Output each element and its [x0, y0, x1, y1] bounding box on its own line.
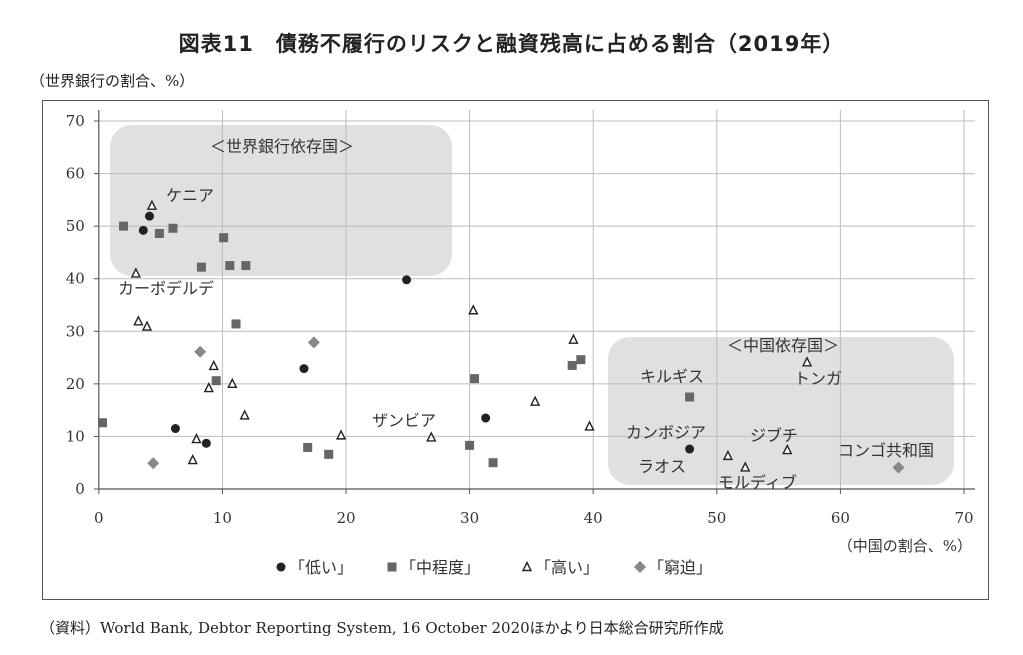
- annotation-congo: コンゴ共和国: [838, 441, 934, 460]
- data-point-square: [119, 221, 129, 231]
- data-point-circle: [144, 211, 154, 221]
- data-point-square: [211, 376, 221, 386]
- y-tick-label: 30: [66, 322, 85, 340]
- legend-marker-diamond: [634, 561, 646, 573]
- data-point-square: [576, 355, 586, 365]
- world-bank-region: [110, 125, 452, 276]
- x-tick-label: 30: [460, 509, 479, 527]
- data-point-triangle: [801, 356, 813, 367]
- data-point-triangle: [203, 381, 214, 393]
- y-tick-label: 10: [66, 427, 85, 445]
- legend-marker-triangle: [521, 560, 533, 572]
- china-region: [608, 337, 954, 485]
- data-point-square: [219, 233, 229, 243]
- chart-frame: [42, 100, 989, 600]
- data-point-square: [465, 440, 475, 450]
- data-point-triangle: [133, 315, 144, 326]
- annotation-cabo-verde: カーボデルデ: [118, 279, 214, 298]
- data-point-square: [470, 374, 480, 384]
- data-point-square: [488, 458, 498, 468]
- annotation-world-bank-group: ＜世界銀行依存国＞: [210, 137, 354, 156]
- data-point-square: [98, 418, 108, 428]
- annotation-cambodia: カンボジア: [626, 423, 706, 442]
- data-point-square: [241, 261, 251, 271]
- data-point-triangle: [227, 377, 238, 389]
- data-point-triangle: [239, 409, 250, 420]
- data-point-triangle: [141, 320, 153, 331]
- annotation-zambia: ザンビア: [372, 411, 436, 430]
- data-point-square: [303, 442, 313, 452]
- legend-label: 「中程度」: [400, 558, 480, 577]
- legend-label: 「高い」: [535, 558, 599, 577]
- data-point-triangle: [426, 431, 437, 442]
- source-note: （資料）World Bank, Debtor Reporting System,…: [40, 619, 724, 637]
- data-point-triangle: [722, 449, 734, 461]
- data-point-triangle: [468, 304, 479, 315]
- data-point-circle: [201, 438, 211, 448]
- data-point-triangle: [568, 333, 579, 344]
- x-tick-label: 70: [954, 509, 973, 527]
- annotation-kyrgyz: キルギス: [640, 367, 704, 386]
- data-point-circle: [299, 364, 309, 374]
- data-point-circle: [481, 413, 491, 423]
- data-point-square: [225, 261, 235, 271]
- data-point-triangle: [208, 359, 219, 371]
- annotation-tonga: トンガ: [794, 369, 842, 388]
- annotation-djibouti: ジブチ: [750, 426, 798, 445]
- annotation-china-group: ＜中国依存国＞: [727, 336, 839, 355]
- data-point-triangle: [187, 454, 198, 465]
- legend-marker-circle: [276, 562, 286, 572]
- x-tick-label: 0: [94, 509, 104, 527]
- annotation-kenya: ケニア: [166, 186, 214, 205]
- data-point-triangle: [740, 461, 751, 472]
- data-point-square: [685, 392, 695, 402]
- annotation-maldives: モルディブ: [718, 473, 797, 492]
- x-tick-label: 10: [213, 509, 232, 527]
- data-point-circle: [138, 225, 148, 235]
- data-point-circle: [170, 424, 180, 434]
- data-point-diamond: [147, 457, 160, 470]
- data-point-triangle: [584, 420, 595, 431]
- data-point-triangle: [782, 444, 793, 455]
- y-tick-label: 50: [66, 217, 85, 235]
- legend-label: 「低い」: [289, 558, 353, 577]
- data-point-circle: [402, 275, 412, 285]
- data-point-triangle: [529, 395, 541, 406]
- data-point-square: [567, 360, 577, 370]
- data-point-square: [168, 223, 178, 233]
- data-point-circle: [685, 444, 695, 454]
- data-point-diamond: [307, 336, 320, 349]
- y-tick-label: 70: [66, 112, 85, 130]
- y-tick-label: 40: [66, 270, 85, 288]
- data-point-square: [196, 262, 206, 272]
- x-axis-label: （中国の割合、%）: [838, 537, 972, 555]
- x-tick-label: 40: [584, 509, 603, 527]
- data-point-square: [231, 319, 241, 329]
- data-point-triangle: [146, 199, 158, 210]
- x-tick-label: 60: [831, 509, 850, 527]
- data-point-triangle: [335, 429, 347, 440]
- y-tick-label: 0: [75, 480, 85, 498]
- data-point-square: [154, 229, 164, 239]
- annotation-laos: ラオス: [638, 457, 686, 476]
- data-point-triangle: [130, 267, 142, 278]
- legend-marker-square: [387, 562, 397, 572]
- data-point-square: [324, 449, 334, 459]
- legend-label: 「窮迫」: [648, 558, 712, 577]
- x-tick-label: 50: [707, 509, 726, 527]
- data-point-diamond: [892, 461, 905, 474]
- y-tick-label: 20: [66, 375, 85, 393]
- data-point-diamond: [194, 345, 207, 358]
- x-tick-label: 20: [336, 509, 355, 527]
- data-point-triangle: [191, 432, 202, 444]
- y-axis-label: （世界銀行の割合、%）: [30, 72, 195, 90]
- chart-title: 図表11 債務不履行のリスクと融資残高に占める割合（2019年）: [178, 32, 845, 56]
- y-tick-label: 60: [66, 165, 85, 183]
